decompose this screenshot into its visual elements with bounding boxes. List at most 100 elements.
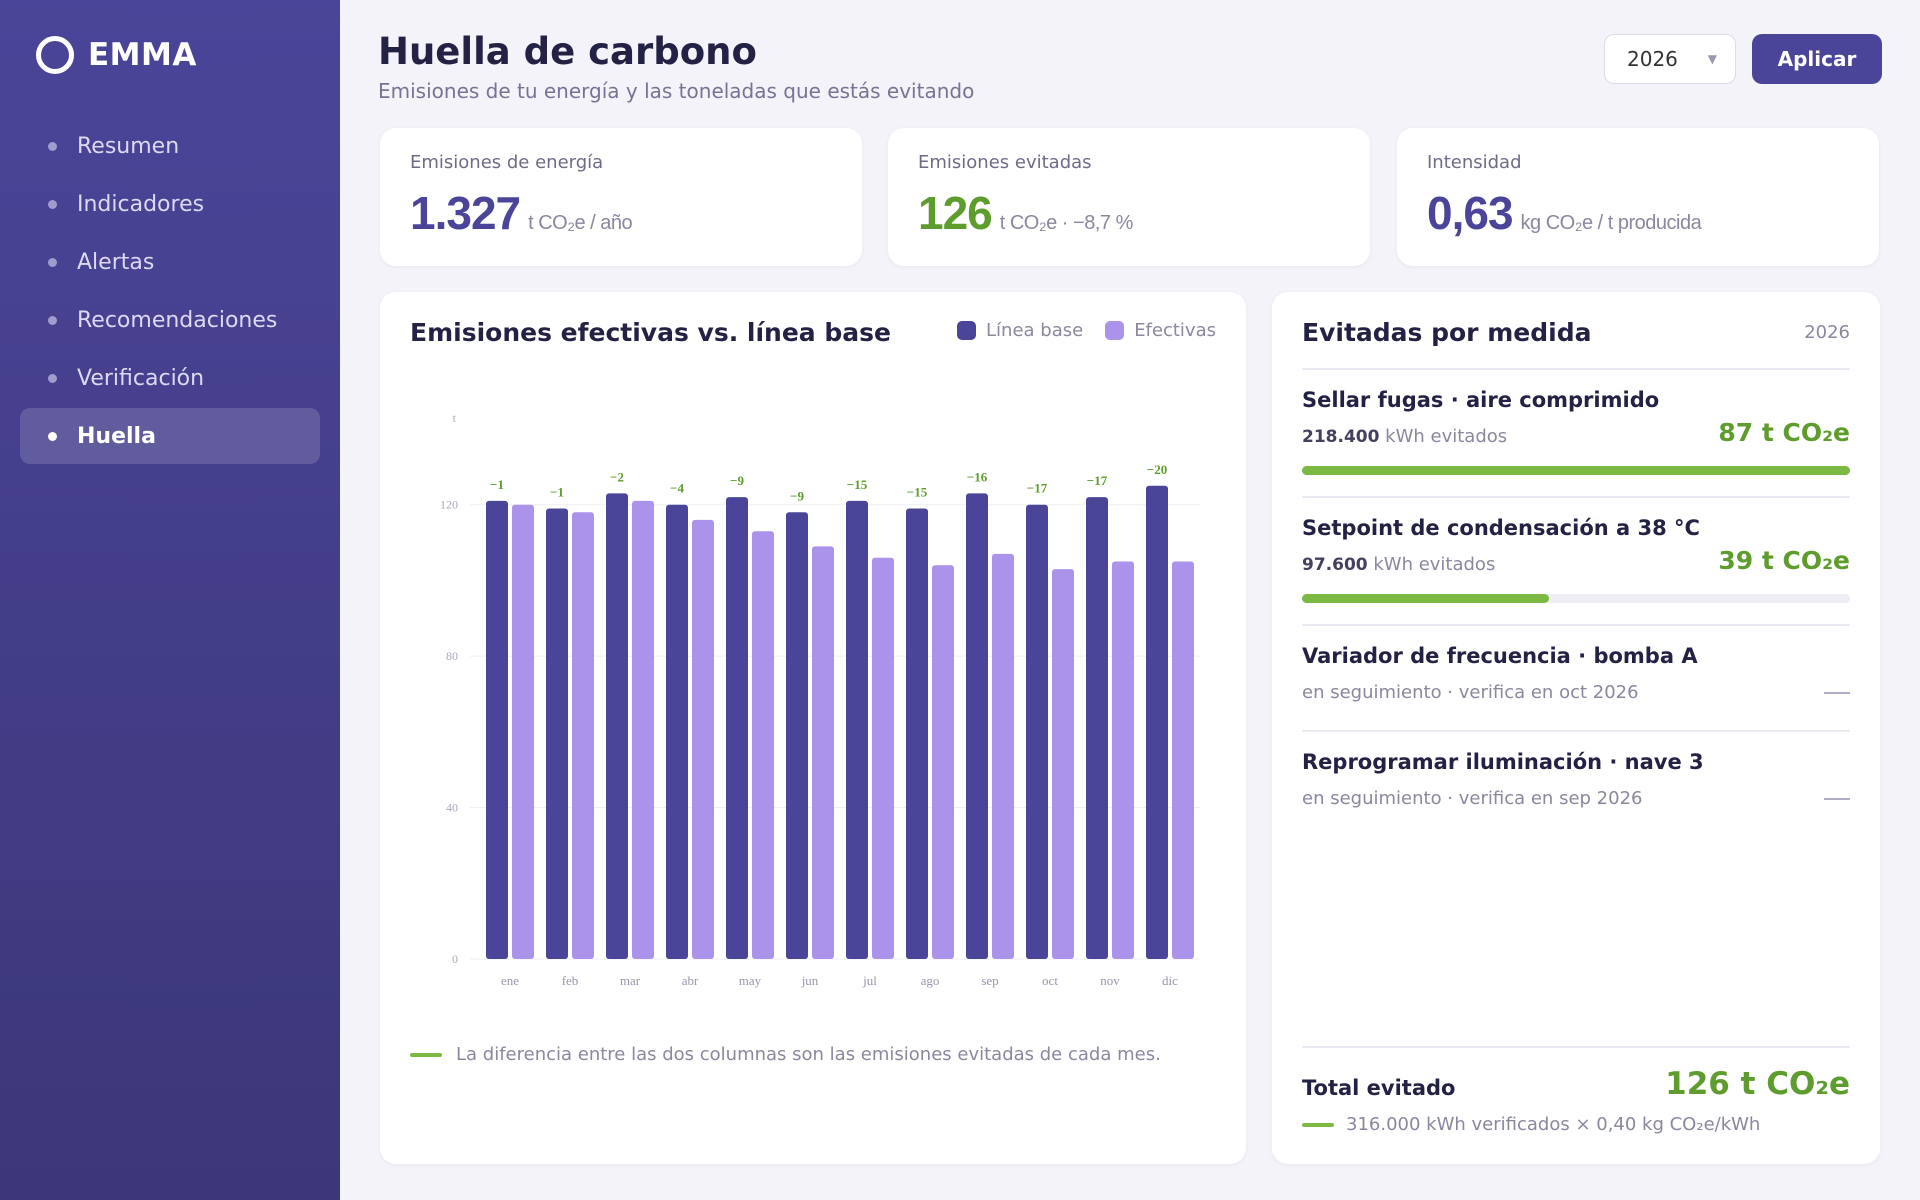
sidebar-item-alertas[interactable]: Alertas: [20, 234, 320, 290]
kpi-label: Emisiones de energía: [410, 152, 604, 173]
bar-baseline: [1146, 485, 1168, 959]
measure-item[interactable]: Setpoint de condensación a 38 °C 97.600 …: [1302, 516, 1850, 603]
bar-baseline: [1086, 497, 1108, 959]
measures-year: 2026: [1804, 322, 1850, 343]
measure-progress-fill: [1302, 594, 1549, 603]
measure-kwh-value: 97.600: [1302, 555, 1368, 575]
measure-kwh-suffix: kWh evitados: [1385, 426, 1508, 447]
bar-data-label: −4: [670, 481, 684, 496]
bar-effective: [812, 546, 834, 959]
total-label: Total evitado: [1302, 1076, 1456, 1100]
chart-note-text: La diferencia entre las dos columnas son…: [456, 1044, 1161, 1065]
bar-baseline: [666, 504, 688, 959]
bar-data-label: −15: [847, 477, 868, 492]
x-tick-label: oct: [1042, 973, 1058, 988]
measure-kwh: 97.600 kWh evitados: [1302, 554, 1495, 575]
divider: [1302, 496, 1850, 498]
bullet-icon: [48, 315, 57, 325]
measure-item[interactable]: Reprogramar iluminación · nave 3 en segu…: [1302, 750, 1850, 809]
bar-baseline: [846, 500, 868, 959]
sidebar-item-resumen[interactable]: Resumen: [20, 118, 320, 174]
bar-effective: [572, 512, 594, 959]
bar-baseline: [546, 508, 568, 959]
bar-data-label: −15: [907, 485, 928, 500]
bar-data-label: −17: [1087, 473, 1108, 488]
x-tick-label: mar: [620, 973, 641, 988]
total-note-text: 316.000 kWh verificados × 0,40 kg CO₂e/k…: [1346, 1114, 1761, 1135]
measures-card: Evitadas por medida 2026 Sellar fugas · …: [1272, 292, 1880, 1164]
measure-value: 39 t CO₂e: [1718, 546, 1850, 575]
logo-ring-icon: [36, 36, 74, 74]
measure-item[interactable]: Sellar fugas · aire comprimido 218.400 k…: [1302, 388, 1850, 475]
x-tick-label: jun: [801, 973, 819, 988]
bar-baseline: [726, 497, 748, 959]
kpi-card-energy-emissions: Emisiones de energía 1.327 t CO₂e / año: [380, 128, 862, 266]
bar-baseline: [786, 512, 808, 959]
sidebar-item-label: Verificación: [77, 365, 205, 391]
bar-baseline: [966, 493, 988, 959]
chart-note: La diferencia entre las dos columnas son…: [410, 1044, 1161, 1065]
chart-title: Emisiones efectivas vs. línea base: [410, 318, 891, 347]
x-tick-label: feb: [562, 973, 579, 988]
bar-baseline: [606, 493, 628, 959]
legend-label: Efectivas: [1134, 320, 1216, 341]
divider: [1302, 368, 1850, 370]
bar-data-label: −1: [490, 477, 504, 492]
x-tick-label: nov: [1100, 973, 1120, 988]
kpi-card-intensity: Intensidad 0,63 kg CO₂e / t producida: [1397, 128, 1879, 266]
bar-effective: [632, 500, 654, 959]
measure-progress-fill: [1302, 466, 1850, 475]
bar-data-label: −9: [790, 488, 804, 503]
sidebar-item-huella[interactable]: Huella: [20, 408, 320, 464]
kpi-label: Intensidad: [1427, 152, 1522, 173]
sidebar-item-label: Recomendaciones: [77, 307, 278, 333]
legend-swatch: [1105, 321, 1125, 340]
page-subtitle: Emisiones de tu energía y las toneladas …: [378, 79, 975, 103]
bar-data-label: −17: [1027, 481, 1048, 496]
measure-value-pending: [1824, 798, 1850, 800]
bar-baseline: [486, 500, 508, 959]
sidebar-item-recomendaciones[interactable]: Recomendaciones: [20, 292, 320, 348]
legend-item-baseline[interactable]: Línea base: [957, 320, 1083, 341]
bullet-icon: [48, 141, 57, 151]
bullet-icon: [48, 373, 57, 383]
bar-effective: [692, 519, 714, 959]
sidebar: EMMA Resumen Indicadores Alertas Recomen…: [0, 0, 340, 1200]
bar-data-label: −9: [730, 473, 744, 488]
brand-name: EMMA: [88, 37, 197, 73]
year-select[interactable]: 2026 ▼: [1604, 34, 1736, 84]
sidebar-item-label: Indicadores: [77, 191, 205, 217]
bar-data-label: −16: [967, 469, 988, 484]
x-tick-label: sep: [981, 973, 998, 988]
divider: [1302, 1046, 1850, 1048]
kpi-unit: kg CO₂e / t producida: [1520, 212, 1702, 234]
bar-data-label: −2: [610, 469, 624, 484]
measure-item[interactable]: Variador de frecuencia · bomba A en segu…: [1302, 644, 1850, 703]
measure-progress-track: [1302, 594, 1850, 603]
divider: [1302, 624, 1850, 626]
chevron-down-icon: ▼: [1707, 52, 1717, 66]
legend-label: Línea base: [986, 320, 1084, 341]
measure-kwh: 218.400 kWh evitados: [1302, 426, 1507, 447]
measure-kwh-suffix: kWh evitados: [1373, 554, 1496, 575]
measure-name: Sellar fugas · aire comprimido: [1302, 388, 1660, 412]
bullet-icon: [48, 431, 57, 441]
bar-effective: [1172, 561, 1194, 959]
y-axis-label: t: [453, 411, 457, 425]
bar-effective: [932, 565, 954, 959]
sidebar-item-label: Huella: [77, 423, 156, 449]
apply-button[interactable]: Aplicar: [1752, 34, 1882, 84]
legend-item-effective[interactable]: Efectivas: [1105, 320, 1216, 341]
total-note: 316.000 kWh verificados × 0,40 kg CO₂e/k…: [1302, 1114, 1760, 1135]
x-tick-label: may: [739, 973, 762, 988]
brand-logo[interactable]: EMMA: [36, 36, 197, 74]
measure-value: 87 t CO₂e: [1718, 418, 1850, 447]
green-line-icon: [1302, 1122, 1334, 1127]
kpi-value: 1.327: [410, 187, 521, 239]
bar-baseline: [906, 508, 928, 959]
measure-name: Setpoint de condensación a 38 °C: [1302, 516, 1700, 540]
x-tick-label: ago: [921, 973, 940, 988]
chart-legend: Línea base Efectivas: [957, 320, 1216, 341]
sidebar-item-verificacion[interactable]: Verificación: [20, 350, 320, 406]
sidebar-item-indicadores[interactable]: Indicadores: [20, 176, 320, 232]
